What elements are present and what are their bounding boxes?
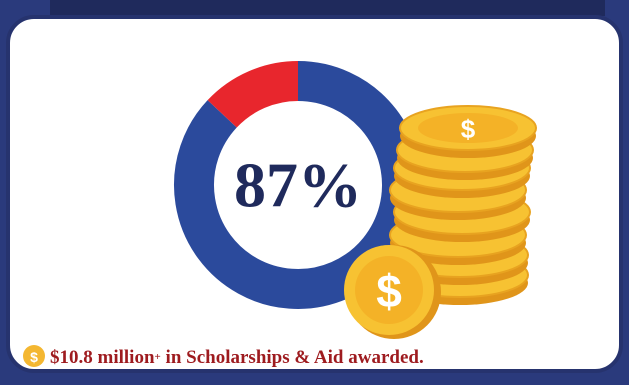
coin-inner xyxy=(418,113,518,143)
caption-rest: in Scholarships & Aid awarded. xyxy=(161,347,424,368)
coin-symbol: $ xyxy=(30,349,38,365)
donut-segment xyxy=(174,61,422,309)
header-bar xyxy=(50,0,605,16)
donut xyxy=(174,61,422,309)
coin-symbol: $ xyxy=(461,114,476,144)
donut-segment xyxy=(207,61,299,129)
caption-plus: + xyxy=(155,351,161,363)
caption-amount: $10.8 million xyxy=(50,347,155,368)
coin-icon xyxy=(23,345,45,367)
coin-stack: $$ xyxy=(344,105,537,339)
caption: $10.8 million+ in Scholarships & Aid awa… xyxy=(50,347,424,368)
coin-symbol: $ xyxy=(376,265,402,317)
center-label: 87% xyxy=(234,150,362,221)
big-coin-inner xyxy=(355,256,423,324)
caption-icon: $ xyxy=(23,345,45,367)
